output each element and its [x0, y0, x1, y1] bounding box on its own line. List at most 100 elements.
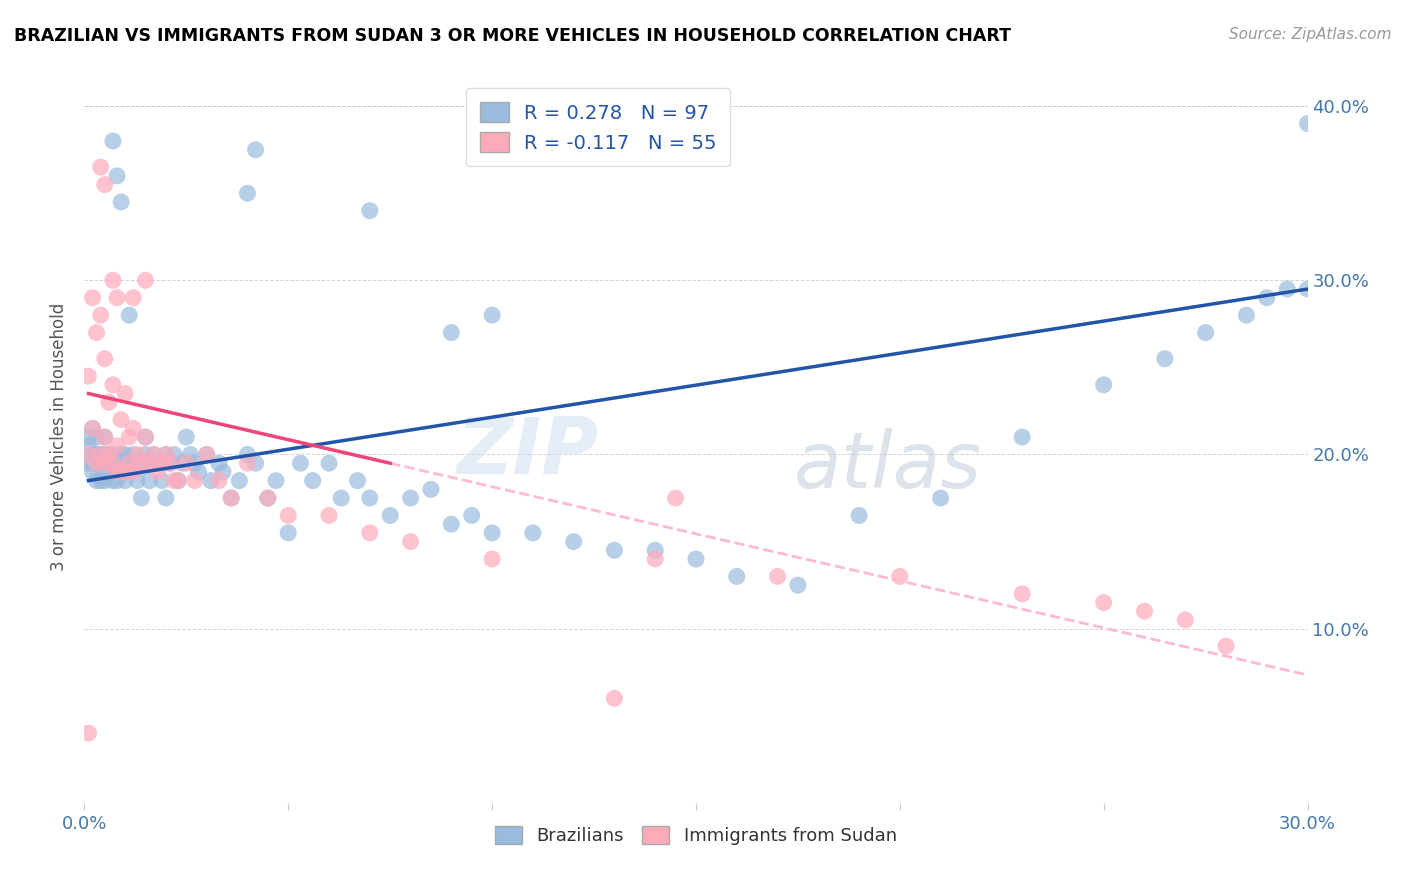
Point — [440, 326, 463, 340]
Point — [155, 448, 177, 462]
Point — [90, 448, 112, 462]
Point — [1133, 604, 1156, 618]
Point — [82, 421, 104, 435]
Point — [1236, 308, 1258, 322]
Point — [77, 726, 100, 740]
Point — [82, 421, 104, 435]
Point — [90, 456, 112, 470]
Point — [86, 456, 108, 470]
Point — [603, 691, 626, 706]
Point — [127, 448, 149, 462]
Point — [90, 308, 112, 322]
Point — [110, 194, 132, 209]
Point — [440, 517, 463, 532]
Point — [142, 448, 165, 462]
Point — [101, 456, 124, 470]
Point — [86, 474, 108, 488]
Point — [766, 569, 789, 583]
Point — [174, 430, 197, 444]
Point — [93, 456, 115, 470]
Point — [380, 508, 402, 523]
Point — [167, 474, 190, 488]
Point — [257, 491, 280, 505]
Point — [138, 456, 160, 470]
Text: ZIP: ZIP — [456, 414, 598, 490]
Point — [105, 465, 128, 479]
Point — [101, 448, 124, 462]
Point — [665, 491, 688, 505]
Point — [77, 439, 100, 453]
Point — [105, 169, 128, 183]
Point — [105, 456, 128, 470]
Point — [93, 351, 115, 366]
Point — [93, 474, 115, 488]
Point — [245, 143, 267, 157]
Point — [122, 465, 145, 479]
Point — [105, 291, 128, 305]
Point — [105, 439, 128, 453]
Point — [644, 543, 666, 558]
Text: atlas: atlas — [794, 428, 981, 504]
Point — [82, 465, 104, 479]
Point — [172, 456, 194, 470]
Point — [97, 465, 120, 479]
Y-axis label: 3 or more Vehicles in Household: 3 or more Vehicles in Household — [51, 303, 69, 571]
Point — [1296, 282, 1319, 296]
Point — [236, 456, 259, 470]
Point — [86, 456, 108, 470]
Point — [359, 203, 381, 218]
Point — [163, 474, 186, 488]
Point — [86, 430, 108, 444]
Point — [195, 448, 218, 462]
Point — [122, 456, 145, 470]
Point — [110, 448, 132, 462]
Point — [1011, 430, 1033, 444]
Point — [420, 483, 443, 497]
Point — [318, 456, 340, 470]
Point — [150, 456, 173, 470]
Point — [1195, 326, 1218, 340]
Point — [93, 430, 115, 444]
Point — [603, 543, 626, 558]
Point — [1154, 351, 1177, 366]
Point — [118, 456, 141, 470]
Point — [208, 474, 231, 488]
Point — [1011, 587, 1033, 601]
Point — [236, 448, 259, 462]
Point — [522, 525, 544, 540]
Point — [138, 456, 160, 470]
Point — [77, 430, 100, 444]
Text: Source: ZipAtlas.com: Source: ZipAtlas.com — [1229, 27, 1392, 42]
Point — [114, 465, 136, 479]
Point — [105, 474, 128, 488]
Point — [1215, 639, 1237, 653]
Point — [245, 456, 267, 470]
Point — [174, 456, 197, 470]
Point — [346, 474, 368, 488]
Point — [481, 308, 503, 322]
Point — [257, 491, 280, 505]
Point — [1092, 595, 1115, 609]
Point — [101, 273, 124, 287]
Point — [135, 273, 157, 287]
Point — [290, 456, 312, 470]
Point — [200, 474, 222, 488]
Point — [77, 369, 100, 384]
Point — [318, 508, 340, 523]
Point — [219, 491, 242, 505]
Point — [93, 430, 115, 444]
Point — [1256, 291, 1278, 305]
Point — [122, 291, 145, 305]
Point — [219, 491, 242, 505]
Point — [399, 491, 422, 505]
Point — [167, 474, 190, 488]
Point — [110, 456, 132, 470]
Point — [114, 465, 136, 479]
Point — [359, 491, 381, 505]
Point — [90, 160, 112, 174]
Point — [131, 456, 153, 470]
Point — [644, 552, 666, 566]
Point — [183, 474, 205, 488]
Point — [122, 448, 145, 462]
Point — [159, 456, 181, 470]
